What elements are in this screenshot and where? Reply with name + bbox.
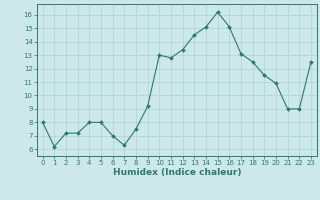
X-axis label: Humidex (Indice chaleur): Humidex (Indice chaleur) xyxy=(113,168,241,177)
